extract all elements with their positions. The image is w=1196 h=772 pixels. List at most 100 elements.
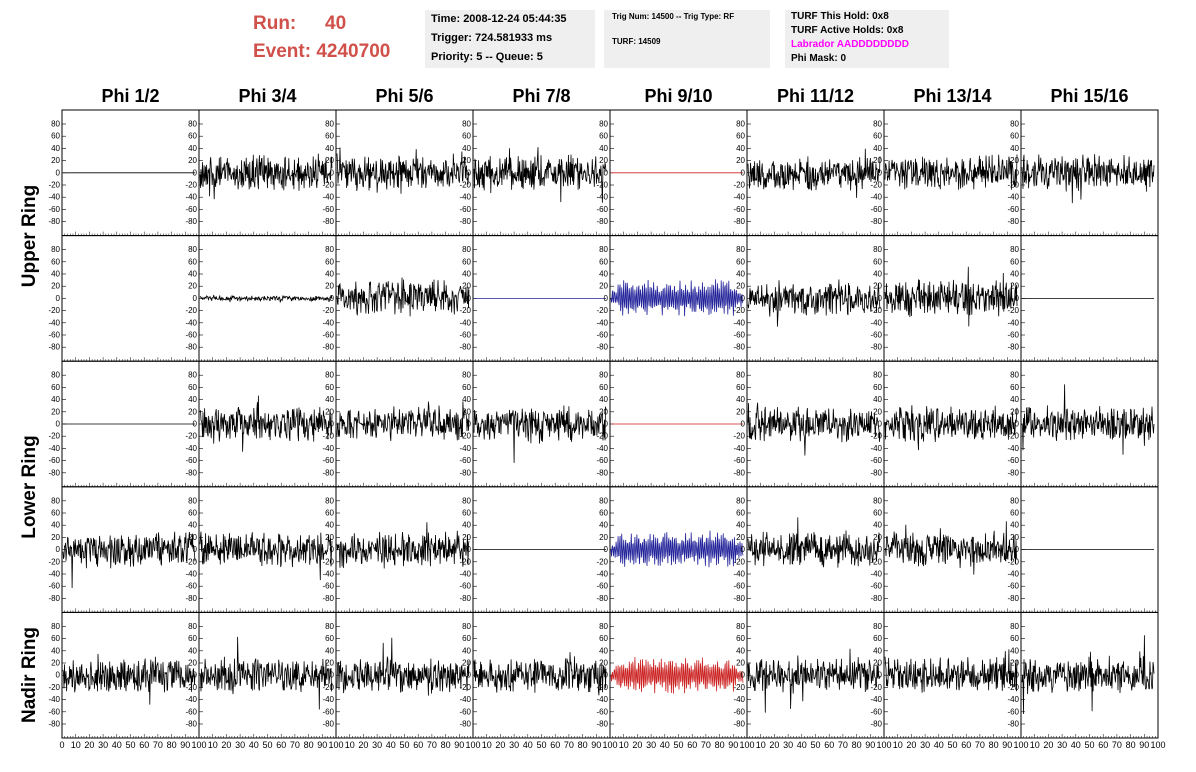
y-tick-label: -20 xyxy=(48,181,60,190)
y-tick-label: -80 xyxy=(870,343,882,352)
y-tick-label: 80 xyxy=(325,622,334,631)
waveform-panel-r1-c8: 80 60 40 20 0 -20 -40 -60 -80 xyxy=(1007,109,1159,237)
y-tick-label: -40 xyxy=(870,318,882,327)
y-tick-label: 0 xyxy=(741,671,746,680)
x-tick-label: 100 xyxy=(876,740,891,750)
y-tick-label: -60 xyxy=(322,582,334,591)
y-tick-label: -40 xyxy=(322,570,334,579)
y-tick-label: -20 xyxy=(596,181,608,190)
waveform-panel-r2-c7: 80 60 40 20 0 -20 -40 -60 -80 xyxy=(870,235,1022,362)
y-tick-label: -60 xyxy=(185,582,197,591)
y-tick-label: 20 xyxy=(188,407,197,416)
run-event-block: Run: 40 Event: 4240700 xyxy=(253,10,390,66)
waveform-panel-r2-c3: 80 60 40 20 0 -20 -40 -60 -80 xyxy=(322,235,474,362)
y-tick-label: -40 xyxy=(733,318,745,327)
y-tick-label: 40 xyxy=(736,646,745,655)
x-tick-label: 10 xyxy=(619,740,629,750)
waveform-panel-r3-c3: 80 60 40 20 0 -20 -40 -60 -80 xyxy=(322,360,474,488)
y-tick-label: 20 xyxy=(51,407,60,416)
y-tick-label: -60 xyxy=(459,205,471,214)
x-tick-label: 40 xyxy=(797,740,807,750)
y-tick-label: 20 xyxy=(1010,282,1019,291)
y-tick-label: 60 xyxy=(873,132,882,141)
x-tick-label: 100 xyxy=(328,740,343,750)
y-tick-label: 80 xyxy=(736,245,745,254)
y-tick-label: 20 xyxy=(1010,659,1019,668)
y-tick-label: 60 xyxy=(462,383,471,392)
y-tick-label: 80 xyxy=(188,371,197,380)
waveform-trace xyxy=(1021,635,1155,715)
waveform-panel-r4-c4: 80 60 40 20 0 -20 -40 -60 -80 xyxy=(459,486,611,613)
waveform-panel-r2-c5: 80 60 40 20 0 -20 -40 -60 -80 xyxy=(596,235,748,362)
y-tick-label: -60 xyxy=(870,456,882,465)
x-tick-label: 80 xyxy=(304,740,314,750)
y-tick-label: 60 xyxy=(462,132,471,141)
x-tick-label: 80 xyxy=(167,740,177,750)
waveform-panel-r4-c1: 80 60 40 20 0 -20 -40 -60 -80 xyxy=(48,486,200,613)
phi-mask: Phi Mask: 0 xyxy=(791,53,847,64)
y-tick-label: 60 xyxy=(51,383,60,392)
waveform-panel-r4-c3: 80 60 40 20 0 -20 -40 -60 -80 xyxy=(322,486,474,613)
y-tick-label: 20 xyxy=(1010,533,1019,542)
event-label: Event: xyxy=(253,41,312,62)
y-tick-label: -40 xyxy=(322,318,334,327)
x-tick-label: 20 xyxy=(84,740,94,750)
waveform-panel-r5-c3: 80 60 40 20 0 -20 -40 -60 -80 xyxy=(322,611,474,739)
x-tick-label: 60 xyxy=(550,740,560,750)
y-tick-label: -40 xyxy=(185,695,197,704)
column-header-5: Phi 9/10 xyxy=(644,86,713,106)
y-tick-label: 60 xyxy=(736,383,745,392)
y-tick-label: -40 xyxy=(733,444,745,453)
y-tick-label: 80 xyxy=(599,245,608,254)
y-tick-label: 20 xyxy=(51,533,60,542)
y-tick-label: -20 xyxy=(733,181,745,190)
y-tick-label: -20 xyxy=(459,432,471,441)
y-tick-label: 60 xyxy=(873,257,882,266)
y-tick-label: 60 xyxy=(1010,634,1019,643)
y-tick-label: 80 xyxy=(325,245,334,254)
y-tick-label: 60 xyxy=(599,634,608,643)
y-tick-label: 0 xyxy=(1015,545,1020,554)
y-tick-label: 60 xyxy=(325,132,334,141)
y-tick-label: 40 xyxy=(462,395,471,404)
y-tick-label: -40 xyxy=(185,193,197,202)
y-tick-label: 20 xyxy=(462,407,471,416)
y-tick-label: 0 xyxy=(193,168,198,177)
x-tick-label: 70 xyxy=(1112,740,1122,750)
y-tick-label: -80 xyxy=(596,468,608,477)
y-tick-label: 0 xyxy=(193,420,198,429)
y-tick-label: -20 xyxy=(870,432,882,441)
y-tick-label: 40 xyxy=(599,646,608,655)
y-tick-label: 0 xyxy=(467,294,472,303)
y-tick-label: -40 xyxy=(596,193,608,202)
x-tick-label: 80 xyxy=(441,740,451,750)
y-tick-label: 0 xyxy=(1015,671,1020,680)
y-tick-label: 60 xyxy=(188,509,197,518)
y-tick-label: 60 xyxy=(51,509,60,518)
y-tick-label: 40 xyxy=(873,144,882,153)
y-tick-label: -80 xyxy=(596,343,608,352)
y-tick-label: 40 xyxy=(736,395,745,404)
y-tick-label: 20 xyxy=(462,156,471,165)
y-tick-label: 0 xyxy=(330,545,335,554)
y-tick-label: 40 xyxy=(1010,646,1019,655)
y-tick-label: 20 xyxy=(599,156,608,165)
waveform-panel-r5-c7: 80 60 40 20 0 -20 -40 -60 -80 xyxy=(870,611,1022,739)
time-info-box: Time: 2008-12-24 05:44:35 Trigger: 724.5… xyxy=(425,10,595,68)
y-tick-label: -80 xyxy=(1007,594,1019,603)
y-tick-label: -80 xyxy=(48,468,60,477)
y-tick-label: -60 xyxy=(322,331,334,340)
x-tick-label: 80 xyxy=(1126,740,1136,750)
x-tick-label: 50 xyxy=(262,740,272,750)
y-tick-label: -20 xyxy=(596,432,608,441)
y-tick-label: -80 xyxy=(870,720,882,729)
x-tick-label: 40 xyxy=(523,740,533,750)
y-tick-label: -20 xyxy=(870,683,882,692)
y-tick-label: -20 xyxy=(459,181,471,190)
y-tick-label: -20 xyxy=(870,181,882,190)
x-tick-label: 40 xyxy=(386,740,396,750)
y-tick-label: 80 xyxy=(736,120,745,129)
y-tick-label: 40 xyxy=(462,144,471,153)
waveform-trace xyxy=(336,637,470,696)
y-tick-label: -80 xyxy=(1007,468,1019,477)
